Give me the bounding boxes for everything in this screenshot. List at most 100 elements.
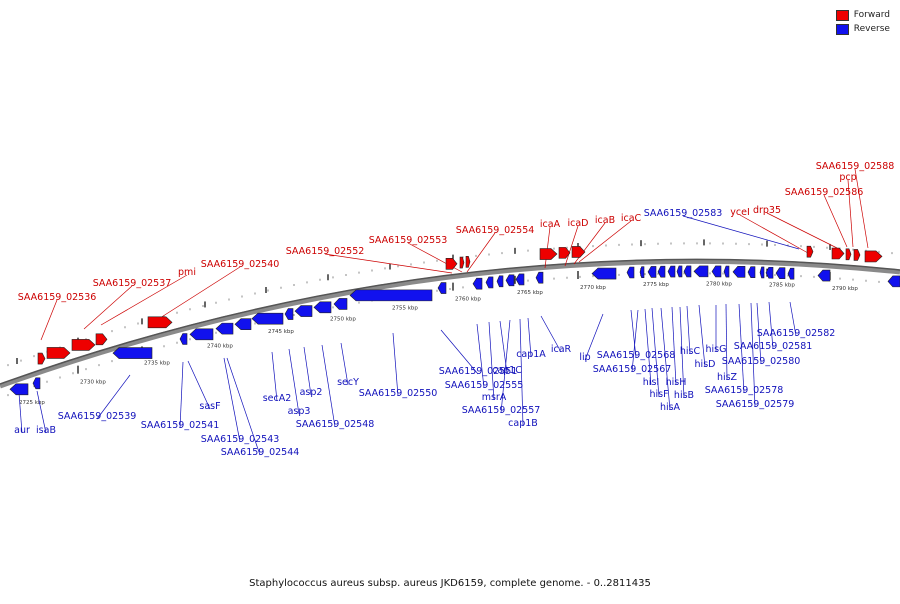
forward-gene-arrow: [147, 316, 173, 329]
reverse-gene-arrow: [787, 267, 795, 280]
forward-gene-label: SAA6159_02552: [286, 246, 365, 257]
reverse-gene-label: asp3: [288, 406, 311, 417]
forward-gene-arrow: [95, 333, 108, 346]
leader-line: [500, 319, 511, 414]
leader-line: [226, 357, 261, 456]
leader-line: [96, 374, 131, 420]
reverse-gene-arrow: [472, 277, 483, 290]
leader-line: [321, 344, 336, 428]
reverse-gene-arrow: [732, 266, 746, 278]
tick-label: 2760 kbp: [455, 297, 481, 303]
forward-gene-label: icaB: [595, 215, 615, 226]
reverse-gene-label: hisF: [649, 389, 668, 400]
reverse-gene-arrow: [747, 266, 756, 278]
reverse-gene-arrow: [234, 318, 252, 331]
leader-line: [223, 357, 241, 443]
reverse-gene-label: cap1B: [508, 418, 538, 429]
reverse-gene-arrow: [657, 265, 666, 278]
forward-gene-label: icaA: [540, 219, 561, 230]
reverse-gene-label: hisG: [706, 344, 727, 355]
reverse-gene-label: hisZ: [717, 372, 738, 383]
reverse-gene-label: SAA6159_02581: [734, 341, 813, 352]
tick-label: 2770 kbp: [580, 285, 606, 291]
leader-line: [766, 212, 838, 249]
reverse-gene-arrow: [437, 282, 447, 294]
forward-gene-arrow: [539, 248, 558, 260]
reverse-gene-arrow: [887, 275, 900, 288]
tick-label: 2725 kbp: [19, 400, 45, 406]
reverse-gene-arrow: [626, 266, 635, 279]
reverse-gene-label: SAA6159_02567: [593, 364, 672, 375]
reverse-swatch: [835, 23, 849, 35]
reverse-gene-arrow: [284, 308, 294, 320]
forward-gene-arrow: [71, 339, 96, 351]
leader-line: [738, 303, 745, 394]
reverse-gene-arrow: [515, 273, 525, 286]
reverse-gene-label: SAA6159_02582: [757, 328, 836, 339]
leader-line: [83, 285, 133, 330]
reverse-gene-arrow: [112, 347, 153, 359]
reverse-gene-label: isaB: [36, 425, 56, 436]
forward-gene-label: SAA6159_02537: [93, 278, 172, 289]
reverse-gene-label: secA2: [263, 393, 292, 404]
reverse-gene-arrow: [313, 301, 332, 314]
reverse-gene-label: SAA6159_02551: [439, 366, 518, 377]
reverse-gene-arrow: [9, 383, 29, 396]
leader-line: [679, 306, 685, 399]
forward-gene-label: SAA6159_02554: [456, 225, 535, 236]
forward-gene-arrow: [853, 249, 861, 261]
reverse-gene-arrow: [591, 267, 617, 280]
leader-line: [540, 315, 562, 353]
leader-line: [671, 306, 677, 386]
leader-line: [686, 305, 691, 355]
reverse-gene-arrow: [683, 265, 692, 278]
reverse-gene-label: hisH: [666, 377, 687, 388]
backbone-shadow: [0, 258, 900, 389]
forward-gene-arrow: [37, 352, 46, 365]
legend-forward: Forward: [835, 8, 890, 22]
reverse-gene-arrow: [505, 274, 515, 287]
reverse-gene-label: secY: [337, 377, 359, 388]
leader-line: [739, 214, 809, 254]
reverse-gene-label: asp2: [300, 387, 323, 398]
forward-gene-label: pmi: [178, 267, 196, 278]
forward-gene-label: drp35: [753, 205, 781, 216]
reverse-gene-label: SAA6159_02578: [705, 385, 784, 396]
leader-line: [440, 329, 479, 375]
reverse-gene-label: lip: [579, 352, 590, 363]
leader-line: [18, 392, 23, 434]
leader-line: [847, 179, 854, 248]
forward-gene-label: SAA6159_02586: [785, 187, 864, 198]
reverse-gene-arrow: [676, 265, 683, 278]
reverse-gene-label: aur: [14, 425, 30, 436]
reverse-gene-label: SAA6159_02543: [201, 434, 280, 445]
reverse-gene-label: SAA6159_02550: [359, 388, 438, 399]
forward-gene-arrow: [465, 256, 471, 268]
forward-swatch: [835, 9, 849, 21]
leader-line: [651, 307, 660, 398]
leader-line: [756, 302, 762, 365]
legend-reverse-label: Reverse: [853, 24, 890, 34]
reverse-gene-label: SAA6159_02555: [445, 380, 524, 391]
reverse-gene-arrow: [349, 289, 433, 302]
leader-line: [324, 253, 453, 274]
tick-label: 2740 kbp: [207, 343, 233, 349]
forward-gene-arrow: [845, 248, 852, 261]
tick-label: 2750 kbp: [330, 316, 356, 322]
forward-gene-label: SAA6159_02536: [18, 292, 97, 303]
leader-line: [750, 302, 756, 408]
reverse-gene-label: SAA6159_02568: [597, 350, 676, 361]
reverse-gene-arrow: [667, 265, 676, 278]
forward-gene-arrow: [459, 256, 465, 269]
leader-line: [682, 215, 800, 250]
leader-line: [303, 346, 312, 396]
forward-gene-arrow: [831, 247, 845, 260]
forward-gene-label: SAA6159_02588: [816, 161, 895, 172]
leader-line: [476, 323, 485, 389]
leader-line: [644, 308, 652, 386]
reverse-gene-label: hisI: [643, 377, 659, 388]
leader-line: [584, 313, 604, 361]
forward-gene-arrow: [558, 247, 571, 259]
forward-gene-arrow: [46, 347, 71, 359]
